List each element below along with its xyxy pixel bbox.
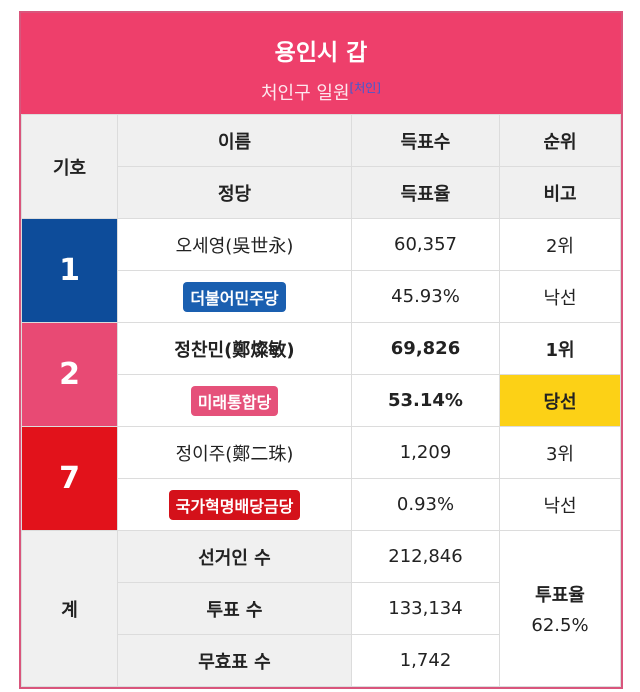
turnout-value: 62.5% xyxy=(531,615,589,636)
electors-value: 212,846 xyxy=(351,530,500,583)
candidate-result: 낙선 xyxy=(499,478,621,531)
party-badge[interactable]: 더불어민주당 xyxy=(183,281,286,312)
header-note: 비고 xyxy=(499,166,621,219)
header-rate: 득표율 xyxy=(351,166,500,219)
candidate-number: 1 xyxy=(21,218,118,323)
area-note-link[interactable]: [처인] xyxy=(349,81,381,95)
party-badge[interactable]: 미래통합당 xyxy=(190,385,279,416)
header-name: 이름 xyxy=(117,114,352,167)
candidate-rank: 1위 xyxy=(499,322,621,375)
candidate-name[interactable]: 오세영(吳世永) xyxy=(117,218,352,271)
candidate-result: 낙선 xyxy=(499,270,621,323)
candidate-number: 7 xyxy=(21,426,118,531)
candidate-row: 2 정찬민(鄭燦敏) 69,826 1위 xyxy=(21,322,621,427)
candidate-votes: 69,826 xyxy=(351,322,500,375)
candidate-rate: 45.93% xyxy=(351,270,500,323)
header-number: 기호 xyxy=(21,114,118,219)
candidate-rank: 2위 xyxy=(499,218,621,271)
ballots-value: 133,134 xyxy=(351,582,500,635)
candidate-votes: 60,357 xyxy=(351,218,500,271)
election-result-table: 용인시 갑 처인구 일원[처인] 기호 이름 득표수 순위 정당 득표율 비고 1 오세영(… xyxy=(19,11,623,689)
header-party: 정당 xyxy=(117,166,352,219)
invalid-value: 1,742 xyxy=(351,634,500,687)
candidate-row: 1 오세영(吳世永) 60,357 2위 xyxy=(21,218,621,323)
table-title: 용인시 갑 처인구 일원[처인] xyxy=(21,13,621,114)
electors-label: 선거인 수 xyxy=(117,530,352,583)
ballots-label: 투표 수 xyxy=(117,582,352,635)
candidate-name[interactable]: 정이주(鄭二珠) xyxy=(117,426,352,479)
candidate-rate: 0.93% xyxy=(351,478,500,531)
party-badge[interactable]: 국가혁명배당금당 xyxy=(168,489,301,520)
district-area: 처인구 일원 xyxy=(261,83,350,104)
candidate-row: 7 정이주(鄭二珠) 1,209 3위 xyxy=(21,426,621,531)
candidate-votes: 1,209 xyxy=(351,426,500,479)
summary-label: 계 xyxy=(21,530,118,687)
header-rank: 순위 xyxy=(499,114,621,167)
candidate-result-elected: 당선 xyxy=(499,374,621,427)
candidate-name[interactable]: 정찬민(鄭燦敏) xyxy=(117,322,352,375)
candidate-rate: 53.14% xyxy=(351,374,500,427)
invalid-label: 무효표 수 xyxy=(117,634,352,687)
header-votes: 득표수 xyxy=(351,114,500,167)
district-name: 용인시 갑 xyxy=(274,40,368,66)
candidate-number: 2 xyxy=(21,322,118,427)
turnout-label: 투표율 xyxy=(535,585,585,606)
candidate-rank: 3위 xyxy=(499,426,621,479)
